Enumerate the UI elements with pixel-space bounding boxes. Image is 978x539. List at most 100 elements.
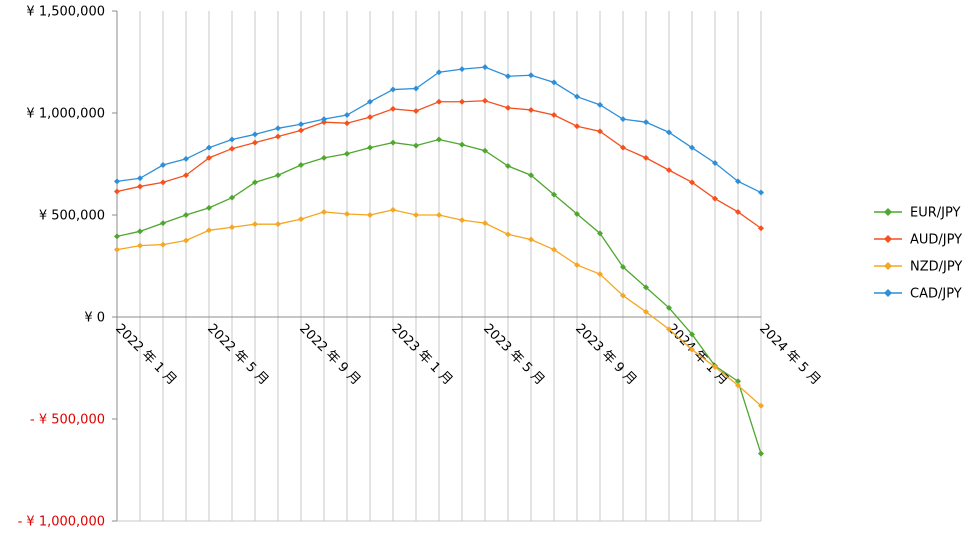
data-point (137, 175, 143, 182)
legend-item: CAD/JPY (874, 287, 962, 302)
y-tick-label: ¥ 1,500,000 (26, 5, 105, 20)
data-point (505, 73, 511, 80)
data-point (275, 125, 281, 132)
data-point (689, 331, 695, 338)
data-point (643, 284, 649, 291)
data-point (758, 402, 764, 409)
data-point (712, 363, 718, 370)
data-point (528, 172, 534, 179)
data-point (390, 206, 396, 213)
data-point (712, 159, 718, 166)
data-point (459, 217, 465, 224)
x-tick-label: 2023 年 5 月 (480, 321, 547, 388)
data-point (321, 119, 327, 126)
data-point (275, 172, 281, 179)
legend-item: NZD/JPY (874, 260, 962, 275)
data-point (758, 225, 764, 232)
data-point (390, 139, 396, 146)
legend-item: AUD/JPY (874, 233, 962, 248)
data-point (666, 129, 672, 136)
data-point (666, 304, 672, 311)
data-point (229, 136, 235, 143)
data-point (643, 119, 649, 126)
data-point (528, 236, 534, 243)
data-point (206, 144, 212, 151)
data-point (551, 246, 557, 253)
legend-label: EUR/JPY (910, 206, 961, 221)
data-point (528, 106, 534, 113)
data-point (735, 178, 741, 185)
x-tick-label: 2024 年 5 月 (756, 321, 823, 388)
data-point (390, 105, 396, 112)
legend-marker (884, 208, 892, 216)
data-point (597, 271, 603, 278)
data-point (413, 142, 419, 149)
data-point (689, 346, 695, 353)
legend-item: EUR/JPY (874, 206, 961, 221)
legend: EUR/JPY AUD/JPY NZD/JPY CAD/JPY (874, 206, 962, 302)
data-point (252, 131, 258, 138)
y-tick-label: ¥ 500,000 (39, 209, 105, 224)
data-point (367, 212, 373, 218)
data-point (436, 98, 442, 105)
data-point (160, 220, 166, 227)
data-point (505, 104, 511, 111)
x-tick-label: 2022 年 9 月 (296, 321, 363, 388)
x-tick-label: 2022 年 1 月 (112, 321, 179, 388)
data-point (160, 241, 166, 248)
data-point (643, 154, 649, 161)
data-point (160, 162, 166, 169)
data-point (666, 167, 672, 174)
data-point (551, 191, 557, 198)
series-aud-jpy (114, 97, 764, 232)
data-point (574, 210, 580, 217)
axes: ¥ 1,500,000 ¥ 1,000,000 ¥ 500,000 ¥ 0 - ¥ 50… (18, 5, 824, 530)
data-point (735, 382, 741, 389)
series-eur-jpy (114, 136, 764, 457)
data-point (183, 212, 189, 218)
data-point (114, 188, 120, 195)
series-cad-jpy (114, 64, 764, 196)
x-tick-label: 2023 年 9 月 (572, 321, 639, 388)
data-point (183, 237, 189, 244)
data-point (528, 72, 534, 79)
data-point (459, 66, 465, 73)
data-point (344, 120, 350, 127)
data-point (137, 228, 143, 235)
data-point (643, 308, 649, 315)
data-point (114, 178, 120, 185)
data-point (597, 230, 603, 237)
data-point (114, 246, 120, 253)
legend-label: CAD/JPY (910, 287, 962, 302)
legend-label: AUD/JPY (910, 233, 962, 248)
data-point (482, 64, 488, 71)
data-point (758, 450, 764, 457)
data-point (367, 98, 373, 105)
legend-marker (884, 289, 892, 297)
data-point (689, 179, 695, 186)
data-point (574, 93, 580, 100)
data-point (436, 69, 442, 76)
data-point (137, 183, 143, 190)
data-point (413, 107, 419, 114)
x-tick-label: 2022 年 5 月 (204, 321, 271, 388)
data-point (344, 150, 350, 157)
data-point (275, 133, 281, 140)
data-point (551, 79, 557, 86)
data-point (252, 139, 258, 146)
data-point (367, 144, 373, 151)
data-point (298, 121, 304, 128)
data-point (183, 172, 189, 179)
data-point (298, 216, 304, 223)
data-point (114, 233, 120, 240)
data-point (252, 179, 258, 186)
legend-marker (884, 235, 892, 243)
data-point (160, 179, 166, 186)
data-point (666, 326, 672, 333)
data-point (482, 220, 488, 227)
series-nzd-jpy (114, 206, 764, 409)
data-point (735, 378, 741, 385)
data-point (344, 210, 350, 217)
data-point (505, 163, 511, 170)
